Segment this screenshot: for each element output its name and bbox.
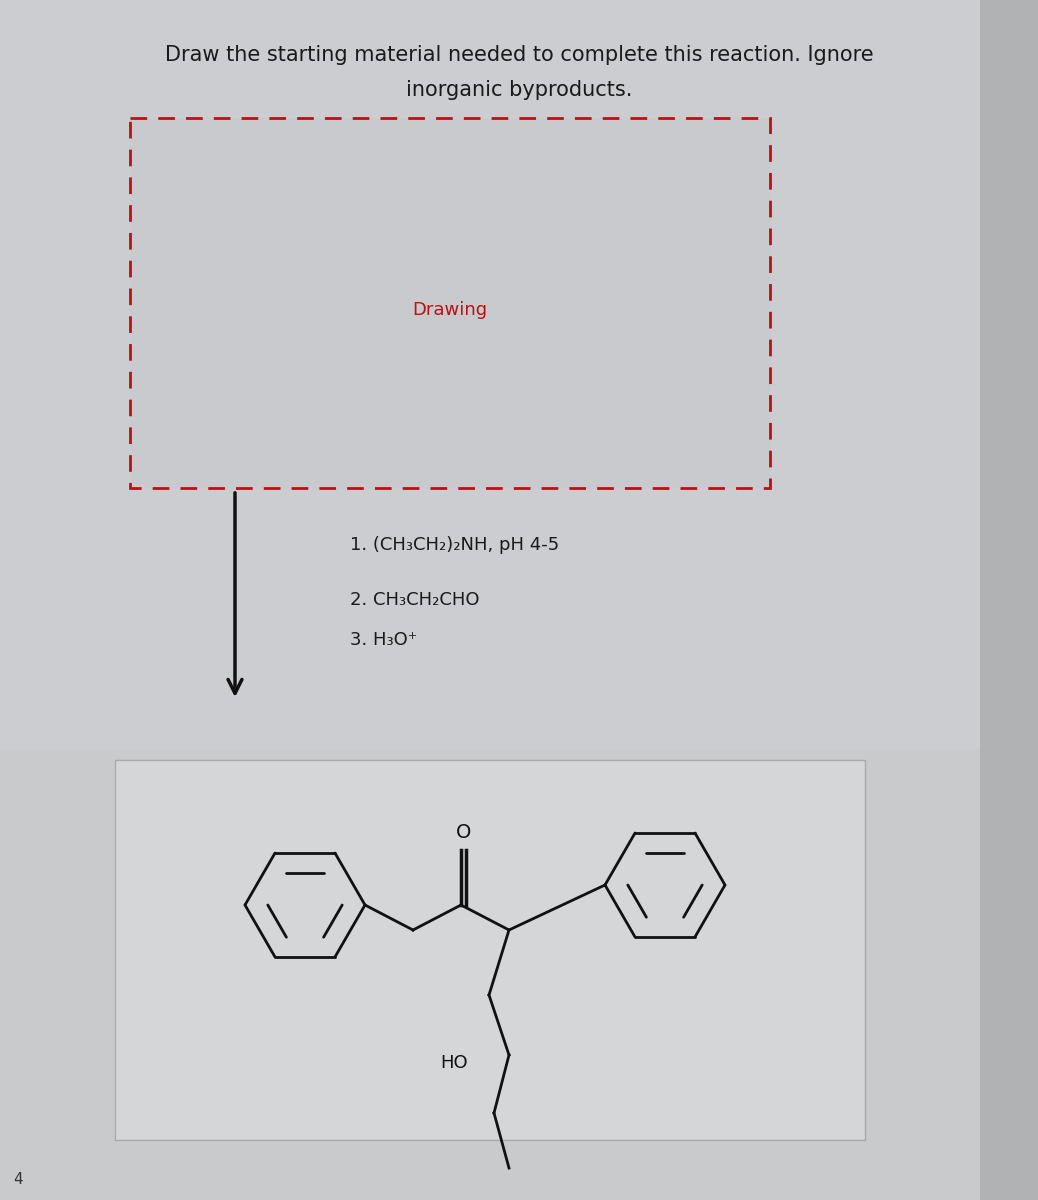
Text: 2. CH₃CH₂CHO: 2. CH₃CH₂CHO: [350, 590, 480, 608]
Text: Draw the starting material needed to complete this reaction. Ignore: Draw the starting material needed to com…: [165, 44, 873, 65]
Bar: [980, 0, 1038, 1200]
Text: 4: 4: [13, 1172, 23, 1188]
Text: inorganic byproducts.: inorganic byproducts.: [406, 80, 632, 100]
Bar: [130, 118, 770, 488]
Text: Drawing: Drawing: [412, 301, 488, 319]
Bar: [0, 750, 1038, 1200]
Bar: [0, 0, 1038, 750]
Text: 1. (CH₃CH₂)₂NH, pH 4-5: 1. (CH₃CH₂)₂NH, pH 4-5: [350, 536, 559, 554]
Bar: [115, 760, 865, 1140]
Text: O: O: [457, 822, 471, 841]
Text: HO: HO: [440, 1054, 468, 1072]
Text: 3. H₃O⁺: 3. H₃O⁺: [350, 631, 417, 649]
